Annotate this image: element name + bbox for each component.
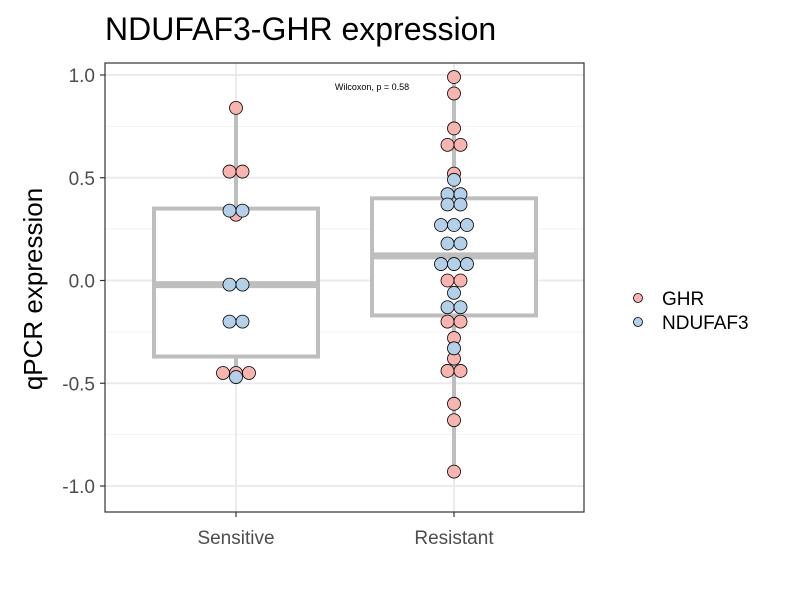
data-point-ghr	[447, 413, 461, 428]
data-point-ndufaf3	[460, 218, 474, 232]
data-point-ndufaf3	[447, 341, 461, 356]
data-point-ghr	[235, 164, 250, 179]
data-point-ghr	[453, 137, 468, 152]
plot-panel-border	[104, 62, 585, 513]
data-points	[216, 70, 474, 479]
data-point-ndufaf3	[447, 285, 461, 300]
data-point-ghr	[447, 464, 461, 479]
wilcoxon-annotation: Wilcoxon, p = 0.58	[335, 82, 409, 92]
data-point-ndufaf3	[453, 236, 468, 251]
legend-key-ghr	[633, 293, 643, 303]
x-tick-label: Sensitive	[197, 528, 274, 549]
data-point-ghr	[447, 121, 461, 136]
y-tick-label: 0.5	[69, 169, 95, 190]
y-axis-title: qPCR expression	[18, 188, 48, 390]
data-point-ndufaf3	[453, 197, 468, 212]
data-point-ndufaf3	[460, 257, 474, 271]
data-point-ghr	[440, 137, 455, 152]
chart-title: NDUFAF3-GHR expression	[105, 11, 496, 47]
data-point-ndufaf3	[235, 203, 250, 218]
data-point-ghr	[216, 366, 230, 380]
data-point-ndufaf3	[222, 314, 237, 329]
data-point-ghr	[453, 364, 468, 378]
legend: GHR NDUFAF3	[633, 289, 749, 334]
data-point-ghr	[453, 314, 468, 329]
x-tick-label: Resistant	[414, 528, 494, 549]
data-point-ndufaf3	[235, 277, 250, 292]
data-point-ndufaf3	[222, 203, 237, 218]
y-tick-label: -1.0	[62, 477, 95, 498]
data-point-ghr	[222, 164, 237, 179]
axes: 1.0 0.5 0.0 -0.5 -1.0 Sensitive Resistant	[62, 66, 494, 549]
data-point-ndufaf3	[229, 370, 243, 384]
data-point-ndufaf3	[447, 218, 461, 232]
data-point-ndufaf3	[434, 257, 448, 271]
data-point-ghr	[447, 86, 461, 101]
y-tick-label: -0.5	[62, 374, 95, 395]
data-point-ndufaf3	[447, 257, 461, 271]
data-point-ndufaf3	[453, 300, 468, 315]
data-point-ndufaf3	[434, 218, 448, 232]
data-point-ghr	[229, 100, 243, 115]
data-point-ghr	[440, 314, 455, 329]
data-point-ghr	[447, 396, 461, 411]
data-point-ghr	[242, 366, 256, 380]
legend-label-ghr: GHR	[662, 289, 704, 310]
data-point-ndufaf3	[440, 236, 455, 251]
boxes	[152, 77, 538, 472]
legend-label-ndufaf3: NDUFAF3	[662, 313, 749, 334]
data-point-ghr	[440, 273, 455, 288]
data-point-ndufaf3	[235, 314, 250, 329]
y-tick-label: 1.0	[69, 66, 95, 87]
data-point-ndufaf3	[222, 277, 237, 292]
data-point-ndufaf3	[440, 300, 455, 315]
data-point-ghr	[447, 70, 461, 84]
data-point-ghr	[453, 273, 468, 288]
legend-key-ndufaf3	[633, 317, 643, 327]
data-point-ghr	[440, 364, 455, 378]
data-point-ndufaf3	[447, 172, 461, 187]
y-tick-label: 0.0	[69, 272, 95, 293]
data-point-ndufaf3	[440, 197, 455, 212]
